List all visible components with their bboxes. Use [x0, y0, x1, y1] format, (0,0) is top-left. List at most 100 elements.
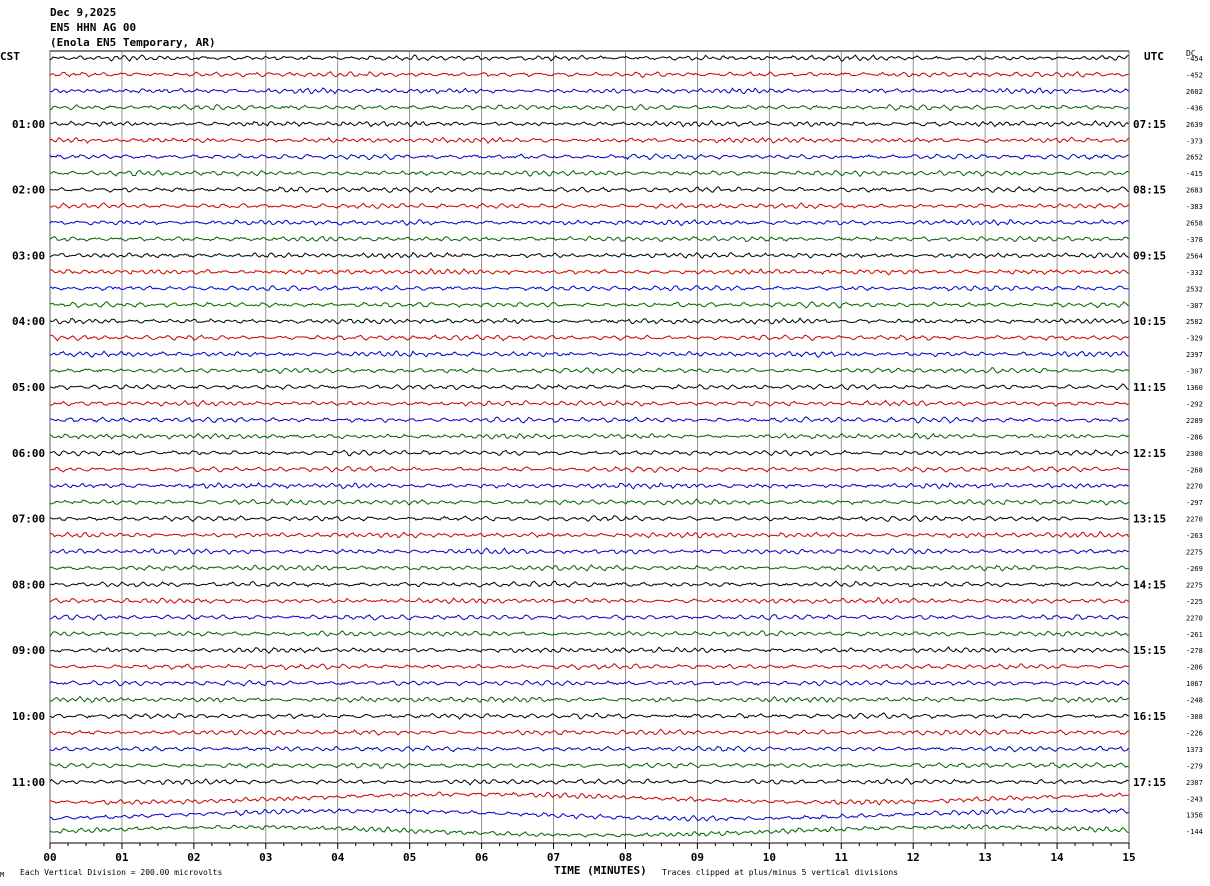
- trace-line: [49, 465, 1129, 473]
- dc-offset-label: 1356: [1186, 812, 1203, 820]
- dc-offset-label: 2270: [1186, 483, 1203, 491]
- trace-line: [49, 498, 1129, 506]
- dc-offset-label: -415: [1186, 170, 1203, 178]
- trace-line: [49, 169, 1129, 178]
- dc-offset-label: -243: [1186, 795, 1203, 803]
- dc-offset-label: -308: [1186, 713, 1203, 721]
- dc-offset-label: -263: [1186, 532, 1203, 540]
- trace-line: [50, 334, 1129, 342]
- x-tick-label: 03: [259, 851, 272, 864]
- station-label: EN5 HHN AG 00: [50, 21, 137, 34]
- plot-frame: [49, 50, 1130, 844]
- dc-offset-label: -144: [1186, 828, 1203, 836]
- trace-line: [50, 663, 1129, 671]
- dc-offset-label: -373: [1186, 137, 1203, 145]
- trace-line: [49, 219, 1129, 227]
- left-timezone-label: CST: [0, 50, 20, 63]
- right-hour-label: 14:15: [1133, 578, 1166, 591]
- scale-note: Each Vertical Division = 200.00 microvol…: [20, 868, 223, 877]
- dc-offset-label: 2270: [1186, 516, 1203, 524]
- dc-label: DC: [1186, 49, 1196, 58]
- x-tick-label: 10: [763, 851, 776, 864]
- dc-offset-label: 2602: [1186, 88, 1203, 96]
- dc-offset-label: -206: [1186, 664, 1203, 672]
- left-hour-label: 04:00: [12, 315, 45, 328]
- dc-offset-label: 2582: [1186, 318, 1203, 326]
- x-tick-label: 13: [979, 851, 992, 864]
- left-hour-label: 01:00: [12, 118, 45, 131]
- trace-line: [49, 807, 1129, 822]
- right-hour-label: 07:15: [1133, 118, 1166, 131]
- dc-offset-label: 2658: [1186, 220, 1203, 228]
- x-tick-label: 01: [115, 851, 129, 864]
- x-tick-label: 09: [691, 851, 704, 864]
- dc-offset-label: 2307: [1186, 779, 1203, 787]
- trace-line: [49, 268, 1129, 276]
- trace-line: [49, 630, 1129, 637]
- trace-line: [49, 136, 1129, 145]
- trace-line: [49, 449, 1129, 457]
- location-label: (Enola EN5 Temporary, AR): [50, 36, 216, 49]
- x-tick-label: 11: [835, 851, 849, 864]
- dc-offset-label: 2652: [1186, 154, 1203, 162]
- trace-line: [49, 119, 1129, 128]
- left-hour-label: 10:00: [12, 710, 45, 723]
- trace-line: [50, 284, 1129, 292]
- dc-offset-label: -292: [1186, 400, 1203, 408]
- x-tick-label: 08: [619, 851, 632, 864]
- dc-offset-label: 1373: [1186, 746, 1203, 754]
- dc-offset-label: -286: [1186, 433, 1203, 441]
- trace-line: [49, 482, 1129, 490]
- right-hour-label: 08:15: [1133, 184, 1166, 197]
- trace-line: [49, 317, 1129, 325]
- right-hour-label: 17:15: [1133, 776, 1166, 789]
- trace-line: [49, 202, 1129, 210]
- trace-line: [49, 54, 1129, 62]
- right-hour-label: 10:15: [1133, 315, 1166, 328]
- right-hour-label: 15:15: [1133, 644, 1166, 657]
- trace-line: [49, 712, 1129, 720]
- dc-offset-label: -268: [1186, 466, 1203, 474]
- dc-offset-label: -261: [1186, 631, 1203, 639]
- dc-offset-label: -378: [1186, 236, 1203, 244]
- x-tick-label: 07: [547, 851, 560, 864]
- trace-line: [49, 185, 1129, 193]
- trace-line: [49, 614, 1129, 621]
- trace-line: [49, 514, 1129, 523]
- dc-offset-label: 1067: [1186, 680, 1203, 688]
- dc-offset-label: -383: [1186, 203, 1203, 211]
- trace-line: [49, 301, 1129, 309]
- trace-line: [49, 597, 1129, 605]
- date-label: Dec 9,2025: [50, 6, 117, 19]
- trace-line: [49, 103, 1129, 112]
- dc-offset-label: -329: [1186, 335, 1203, 343]
- trace-line: [49, 745, 1129, 753]
- dc-offset-label: -279: [1186, 762, 1203, 770]
- right-hour-label: 16:15: [1133, 710, 1166, 723]
- dc-offset-label: 2564: [1186, 252, 1203, 260]
- left-hour-label: 06:00: [12, 447, 45, 460]
- left-hour-label: 08:00: [12, 578, 45, 591]
- trace-line: [49, 547, 1129, 555]
- trace-line: [49, 564, 1129, 572]
- clip-note: Traces clipped at plus/minus 5 vertical …: [662, 868, 899, 877]
- trace-line: [49, 679, 1129, 687]
- x-tick-label: 12: [907, 851, 920, 864]
- dc-offset-label: -307: [1186, 368, 1203, 376]
- trace-line: [49, 416, 1129, 424]
- trace-line: [49, 350, 1129, 358]
- left-hour-label: 05:00: [12, 381, 45, 394]
- dc-offset-label: 2300: [1186, 450, 1203, 458]
- trace-line: [49, 70, 1129, 78]
- trace-line: [49, 695, 1129, 704]
- dc-offset-label: -307: [1186, 302, 1203, 310]
- x-tick-label: 02: [187, 851, 200, 864]
- left-hour-label: 07:00: [12, 513, 45, 526]
- right-timezone-label: UTC: [1144, 50, 1164, 63]
- trace-line: [49, 367, 1129, 374]
- x-tick-label: 06: [475, 851, 489, 864]
- dc-offset-label: 2275: [1186, 581, 1203, 589]
- dc-offset-label: -226: [1186, 729, 1203, 737]
- dc-offset-label: 2683: [1186, 187, 1203, 195]
